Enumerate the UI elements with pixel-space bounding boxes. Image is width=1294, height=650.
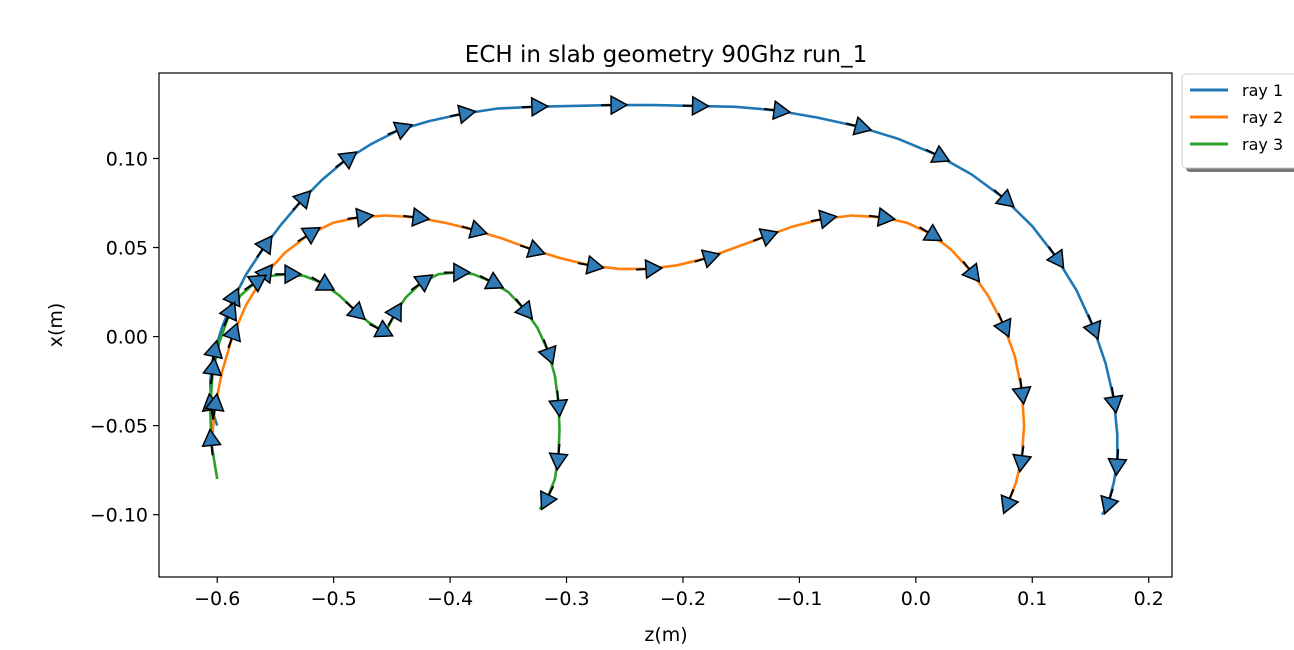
direction-arrow-2 xyxy=(1011,377,1032,406)
direction-arrow-1 xyxy=(1045,245,1065,270)
axes-frame xyxy=(158,72,1173,578)
direction-arrow-3 xyxy=(410,274,434,294)
x-tick-label: 0.2 xyxy=(1134,588,1164,610)
direction-arrow-2 xyxy=(635,258,664,280)
y-tick-label: −0.10 xyxy=(90,505,148,527)
x-axis-label: z(m) xyxy=(644,624,687,646)
direction-arrow-2 xyxy=(810,209,838,230)
direction-arrow-2 xyxy=(221,321,242,349)
direction-arrow-2 xyxy=(347,207,375,228)
direction-arrow-1 xyxy=(1107,449,1128,477)
direction-arrow-3 xyxy=(548,443,569,472)
direction-arrow-3 xyxy=(547,390,569,418)
direction-arrow-3 xyxy=(243,274,268,294)
direction-arrow-1 xyxy=(253,234,273,258)
direction-arrow-3 xyxy=(275,263,303,285)
plot-area xyxy=(201,94,1128,516)
direction-arrow-3 xyxy=(218,301,238,327)
direction-arrow-1 xyxy=(682,95,711,117)
direction-arrow-1 xyxy=(291,189,312,211)
x-tick-label: −0.5 xyxy=(311,588,357,610)
direction-arrow-3 xyxy=(202,356,223,385)
direction-arrow-3 xyxy=(537,339,557,366)
direction-arrow-2 xyxy=(204,392,225,420)
direction-arrow-3 xyxy=(539,485,559,511)
x-tick-label: −0.2 xyxy=(660,588,706,610)
direction-arrow-2 xyxy=(577,254,606,275)
x-tick-label: 0.1 xyxy=(1017,588,1047,610)
direction-arrow-1 xyxy=(449,104,477,125)
x-axis: −0.6 −0.5 −0.4 −0.3 −0.2 −0.1 0.0 0.1 0.2 xyxy=(194,577,1164,610)
direction-arrow-3 xyxy=(513,298,534,321)
y-tick-label: 0.10 xyxy=(106,148,148,170)
direction-arrow-3 xyxy=(201,427,222,456)
direction-arrow-2 xyxy=(694,249,722,269)
y-axis-label: x(m) xyxy=(45,303,67,348)
direction-arrow-2 xyxy=(960,260,981,283)
direction-arrow-3 xyxy=(383,301,403,327)
direction-arrow-2 xyxy=(752,228,780,248)
direction-arrow-1 xyxy=(335,151,358,171)
direction-arrow-2 xyxy=(403,206,431,228)
y-tick-label: −0.05 xyxy=(90,416,148,438)
direction-arrow-3 xyxy=(311,272,336,291)
direction-arrow-1 xyxy=(387,121,414,141)
direction-arrow-3 xyxy=(479,270,505,290)
direction-arrow-2 xyxy=(1012,445,1033,474)
direction-arrow-2 xyxy=(919,223,944,242)
direction-arrow-2 xyxy=(1000,488,1020,515)
legend-label-1: ray 1 xyxy=(1242,81,1283,100)
direction-arrow-1 xyxy=(845,115,873,136)
legend-label-3: ray 3 xyxy=(1242,135,1283,154)
y-tick-label: 0.05 xyxy=(106,238,148,260)
direction-arrow-1 xyxy=(764,99,792,121)
direction-arrow-1 xyxy=(1082,314,1102,341)
direction-arrow-1 xyxy=(925,144,951,163)
x-tick-label: −0.1 xyxy=(776,588,822,610)
x-tick-label: 0.0 xyxy=(901,588,931,610)
legend: ray 1 ray 2 ray 3 xyxy=(1181,73,1294,172)
direction-arrow-2 xyxy=(461,219,489,239)
direction-arrow-2 xyxy=(297,226,322,246)
direction-arrow-2 xyxy=(992,312,1012,339)
direction-arrow-1 xyxy=(1100,488,1120,516)
direction-arrow-3 xyxy=(345,300,367,321)
x-tick-label: −0.3 xyxy=(543,588,589,610)
y-tick-label: 0.00 xyxy=(106,327,148,349)
x-tick-label: −0.4 xyxy=(427,588,473,610)
direction-arrow-3 xyxy=(443,262,472,283)
chart-title: ECH in slab geometry 90Ghz run_1 xyxy=(465,42,867,68)
direction-arrow-3 xyxy=(369,319,395,338)
direction-arrow-1 xyxy=(601,94,629,116)
x-tick-label: −0.6 xyxy=(194,588,240,610)
legend-label-2: ray 2 xyxy=(1242,108,1283,127)
direction-arrow-1 xyxy=(993,188,1016,208)
direction-arrow-2 xyxy=(868,206,897,228)
direction-arrow-1 xyxy=(1103,386,1124,415)
direction-arrow-2 xyxy=(519,238,547,259)
direction-arrow-1 xyxy=(521,96,550,118)
y-axis: −0.10 −0.05 0.00 0.05 0.10 xyxy=(90,148,159,527)
